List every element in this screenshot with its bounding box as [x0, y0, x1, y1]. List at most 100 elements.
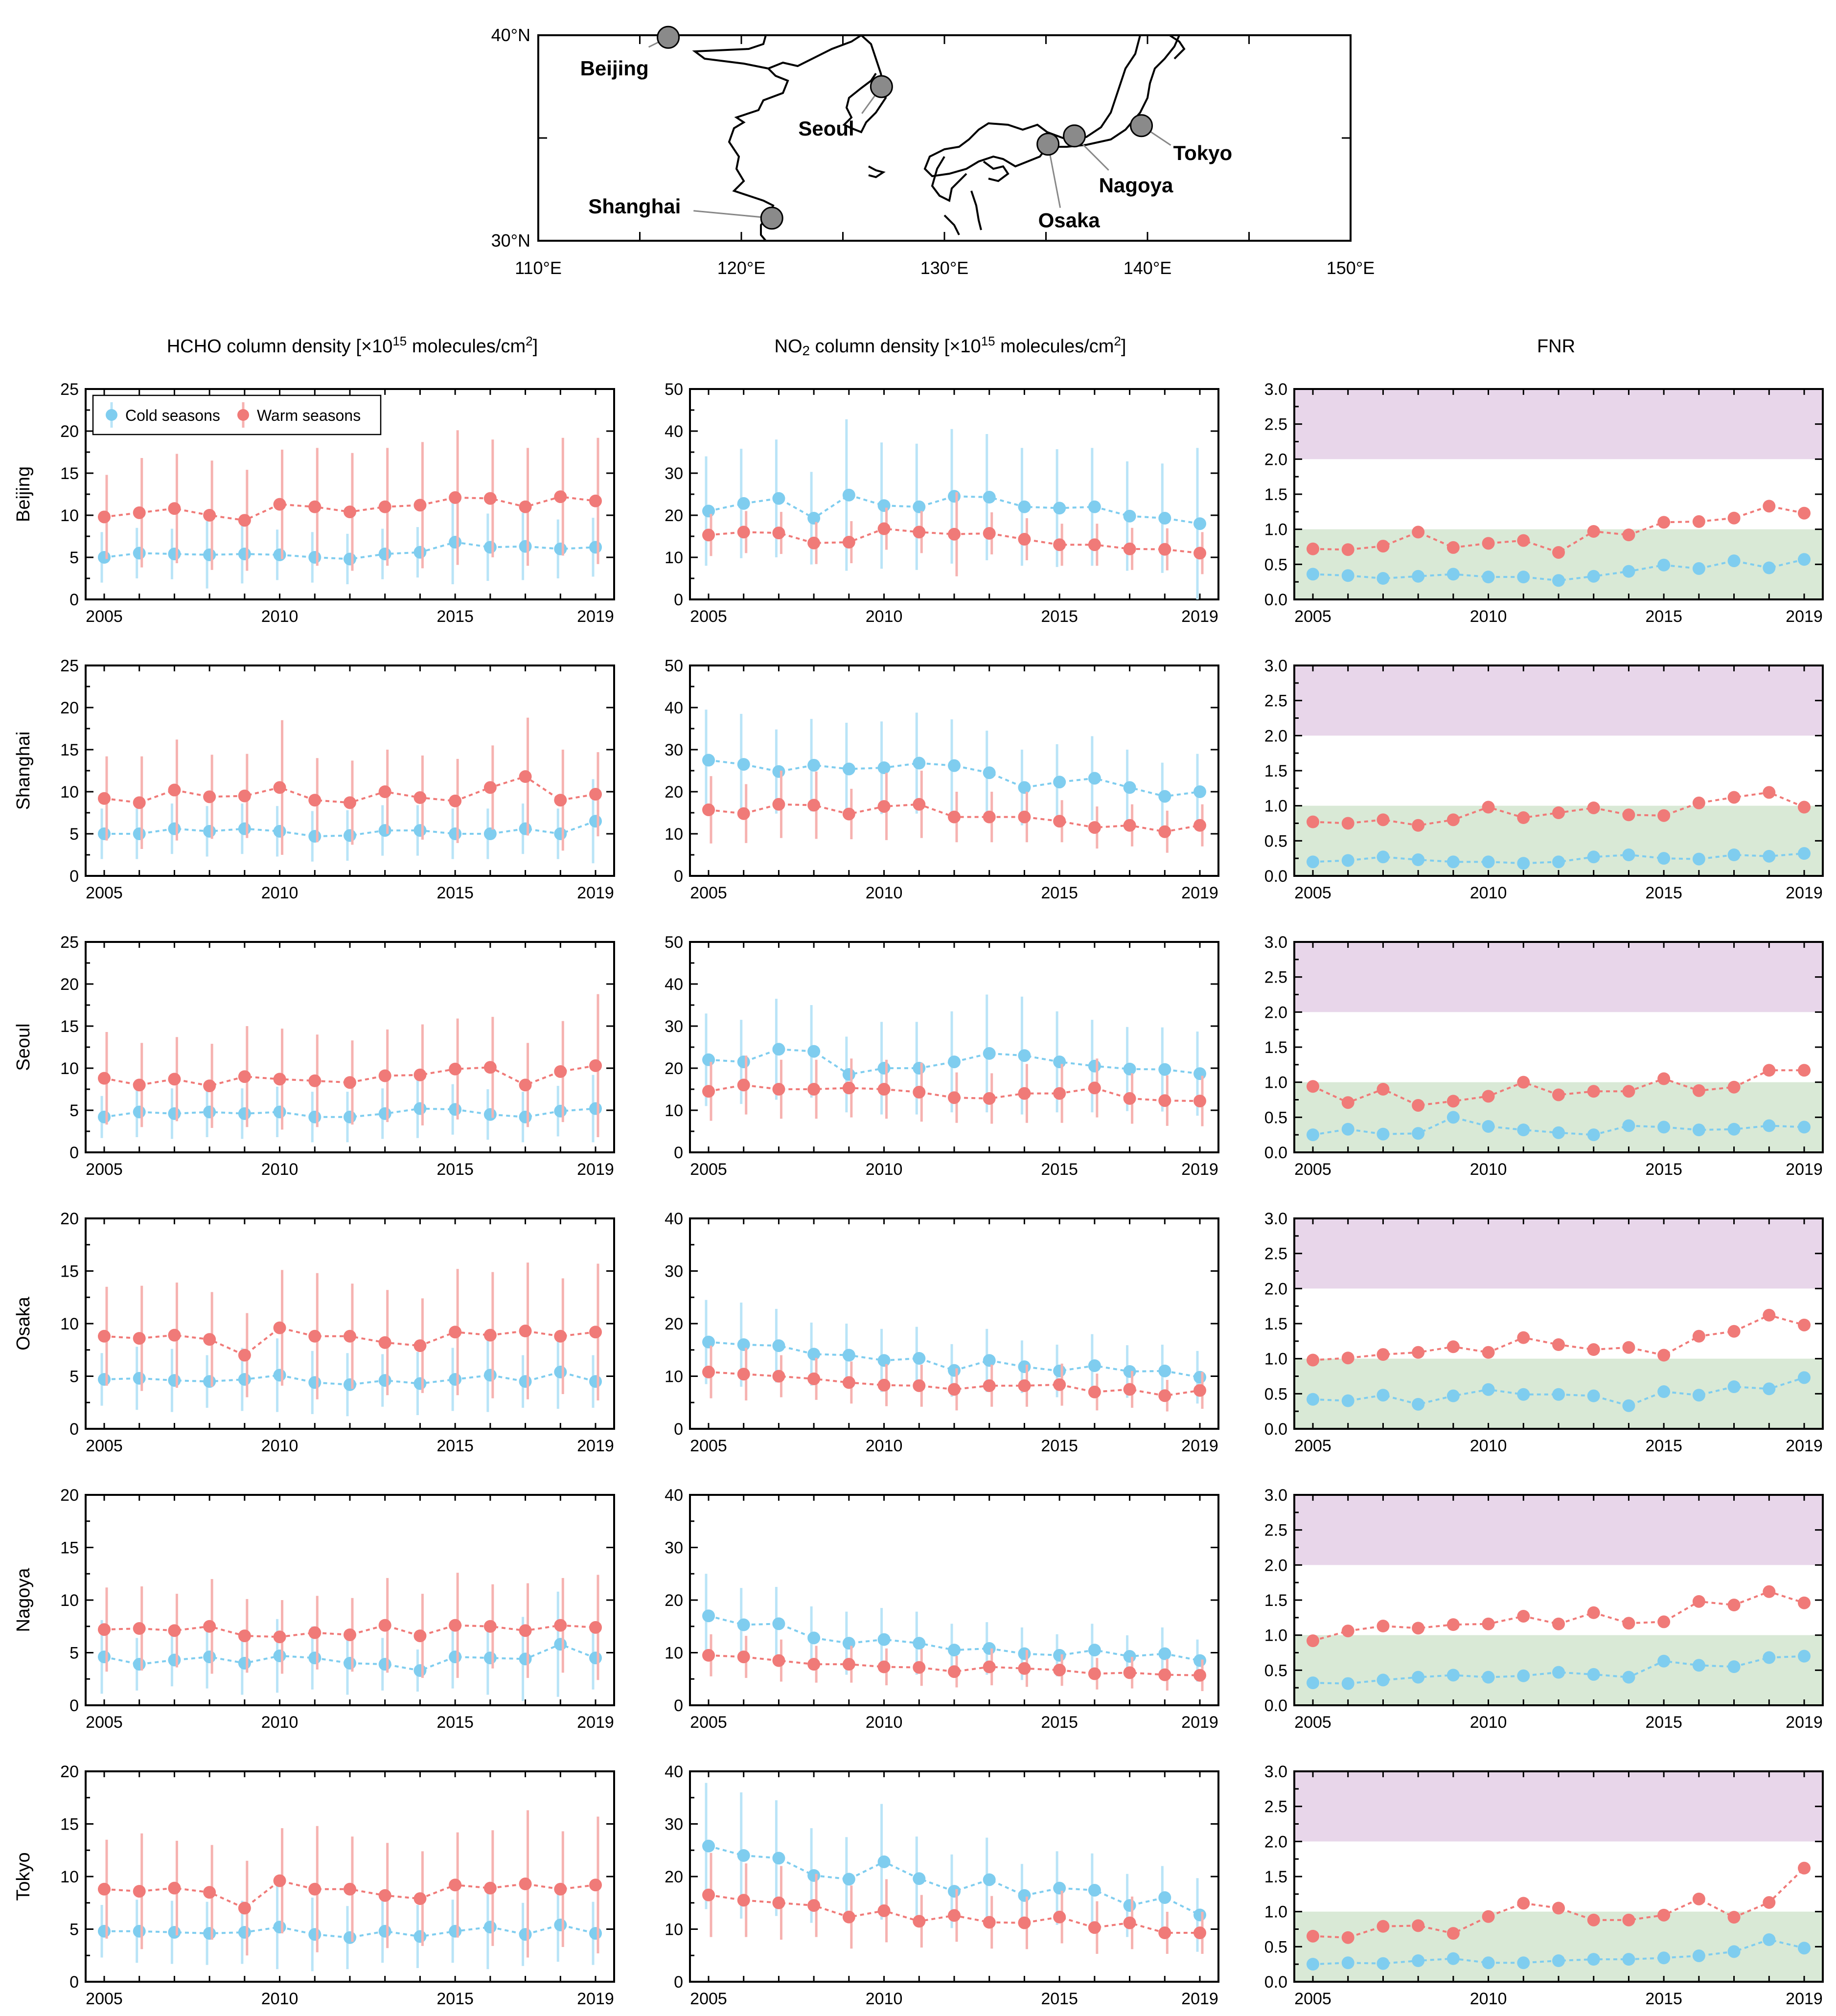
data-point	[554, 794, 567, 807]
data-point	[1657, 1121, 1671, 1134]
y-tick-label: 1.0	[1264, 797, 1287, 816]
data-point	[203, 509, 216, 522]
data-point	[1727, 1660, 1741, 1673]
data-point	[483, 1881, 497, 1895]
data-point	[1158, 1647, 1171, 1660]
data-point	[519, 1110, 532, 1123]
data-point	[1158, 790, 1171, 803]
data-point	[344, 829, 356, 842]
x-tick-label: 2015	[1041, 1160, 1078, 1179]
data-point	[449, 1373, 462, 1386]
data-point	[1692, 1084, 1705, 1097]
panel-frame	[85, 1770, 615, 1983]
data-point	[1123, 1666, 1136, 1679]
panel-osaka-hcho: 0 5 10 15 20 2005 2010 2015 2019	[60, 1210, 615, 1455]
data-point	[589, 1879, 602, 1892]
data-point	[772, 527, 785, 540]
y-tick-label: 10	[665, 1101, 683, 1120]
y-tick-label: 0.5	[1264, 1385, 1287, 1403]
data-point	[948, 1885, 961, 1898]
data-point	[1053, 1649, 1066, 1662]
data-point	[238, 1901, 251, 1915]
city-label: Beijing	[580, 57, 649, 80]
y-tick-label: 10	[665, 549, 683, 567]
data-point	[1123, 1916, 1136, 1929]
data-point	[1158, 1094, 1171, 1107]
data-point	[737, 1338, 750, 1351]
data-point	[948, 759, 961, 772]
data-point	[554, 1104, 567, 1118]
data-point	[1123, 1383, 1136, 1396]
data-point	[1377, 1083, 1390, 1096]
data-point	[1088, 772, 1101, 785]
panel-shanghai-hcho: 0 5 10 15 20 25 2005 2010 2015 2019	[60, 657, 615, 902]
y-tick-label: 0	[69, 867, 79, 886]
data-point	[1307, 1676, 1319, 1690]
data-point	[1763, 561, 1776, 574]
data-point	[1307, 568, 1319, 581]
series-line	[708, 1371, 1200, 1397]
data-point	[1193, 785, 1206, 798]
data-point	[1552, 1901, 1565, 1915]
data-point	[1193, 1095, 1206, 1108]
y-tick-label: 50	[665, 380, 683, 399]
data-point	[1727, 1945, 1741, 1958]
data-point	[948, 1909, 961, 1922]
data-point	[308, 830, 321, 843]
data-point	[98, 1623, 111, 1636]
data-point	[807, 1348, 821, 1361]
data-point	[589, 1621, 602, 1634]
data-point	[948, 1091, 961, 1104]
data-point	[1018, 1889, 1031, 1902]
data-point	[1193, 547, 1206, 560]
x-tick-label: 2005	[690, 884, 727, 902]
panel-beijing-fnr: 0.0 0.5 1.0 1.5 2.0 2.5 3.0 2005 2010 2015 2019	[1264, 380, 1824, 626]
data-point	[1517, 1331, 1530, 1344]
y-tick-label: 20	[60, 975, 79, 994]
data-point	[1552, 574, 1565, 587]
y-tick-label: 15	[60, 1262, 79, 1281]
data-point	[807, 799, 821, 812]
data-point	[1587, 1953, 1600, 1966]
row-label-seoul: Seoul	[13, 1023, 34, 1071]
data-point	[1158, 1891, 1171, 1904]
data-point	[1657, 852, 1671, 865]
data-point	[1158, 1364, 1171, 1377]
data-point	[913, 1637, 926, 1650]
data-point	[1307, 855, 1319, 869]
data-point	[877, 1062, 891, 1075]
data-point	[1798, 801, 1811, 814]
data-point	[1657, 558, 1671, 572]
y-tick-label: 15	[60, 464, 79, 483]
y-tick-label: 5	[69, 1368, 79, 1386]
data-point	[1692, 1389, 1705, 1402]
data-point	[1763, 786, 1776, 799]
y-tick-label: 10	[665, 1368, 683, 1386]
city-label: Osaka	[1038, 209, 1101, 232]
data-point	[554, 1882, 567, 1896]
data-point	[308, 551, 321, 564]
data-point	[1482, 537, 1495, 550]
x-tick-label: 2015	[1645, 1990, 1682, 2008]
cold-series	[98, 1885, 602, 1971]
fnr-column-title: FNR	[1537, 336, 1575, 357]
y-tick-label: 20	[665, 783, 683, 802]
data-point	[98, 1373, 111, 1386]
data-point	[1018, 1647, 1031, 1660]
y-tick-label: 40	[665, 422, 683, 441]
data-point	[238, 822, 251, 835]
data-point	[1517, 1076, 1530, 1089]
data-point	[449, 536, 462, 549]
hcho-title-sq: 2	[526, 334, 532, 348]
data-point	[519, 1928, 532, 1941]
data-point	[308, 500, 321, 513]
data-point	[983, 491, 996, 504]
data-point	[238, 1657, 251, 1670]
map-lon-label: 110°E	[515, 258, 562, 278]
data-point	[1088, 538, 1101, 551]
data-point	[589, 541, 602, 554]
map-lat-label: 30°N	[491, 230, 530, 251]
data-point	[133, 1078, 146, 1092]
x-tick-label: 2015	[1645, 1713, 1682, 1732]
data-point	[948, 490, 961, 503]
